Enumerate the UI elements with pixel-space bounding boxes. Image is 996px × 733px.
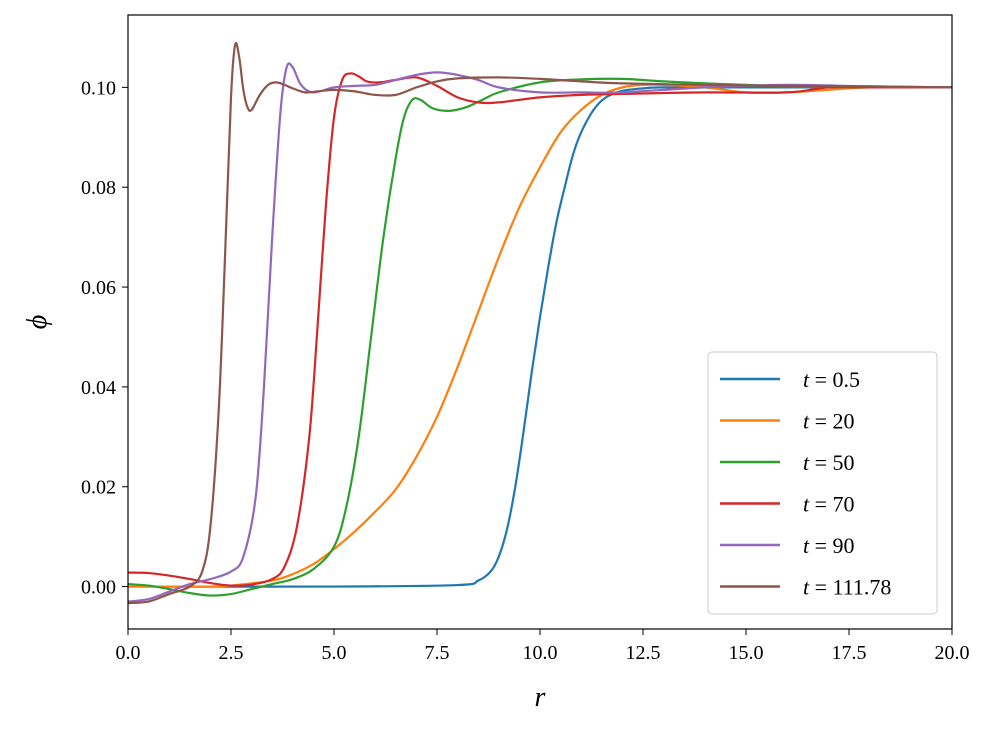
series-line-3 <box>128 72 952 587</box>
y-tick-label: 0.04 <box>81 377 116 399</box>
series-layer <box>128 41 952 605</box>
x-tick-label: 0.0 <box>116 642 141 664</box>
y-tick-label: 0.02 <box>81 477 116 499</box>
y-axis-label: ϕ <box>22 315 53 330</box>
legend-label-1: t = 20 <box>803 409 855 434</box>
series-line-5 <box>128 41 952 605</box>
y-tick-label: 0.08 <box>81 177 116 199</box>
legend-label-4: t = 90 <box>803 533 855 558</box>
legend-label-3: t = 70 <box>803 492 855 517</box>
x-tick-label: 12.5 <box>626 642 661 664</box>
x-tick-label: 2.5 <box>219 642 244 664</box>
series-line-2 <box>128 77 952 597</box>
x-tick-label: 17.5 <box>832 642 867 664</box>
y-axis-ticks: 0.00 0.02 0.04 0.06 0.08 0.10 <box>81 77 128 599</box>
legend-label-2: t = 50 <box>803 450 855 475</box>
legend-label-5: t = 111.78 <box>803 575 891 600</box>
x-axis-ticks: 0.0 2.5 5.0 7.5 10.0 12.5 15.0 17.5 20.0 <box>116 629 970 664</box>
x-axis-label: r <box>535 682 546 713</box>
series-line-4 <box>128 62 952 603</box>
y-tick-label: 0.00 <box>81 577 116 599</box>
x-tick-label: 20.0 <box>935 642 970 664</box>
series-line-1 <box>128 83 952 588</box>
legend: t = 0.5 t = 20 t = 50 t = 70 t = 90 t = 111.7… <box>707 351 938 615</box>
x-tick-label: 15.0 <box>729 642 764 664</box>
legend-frame <box>707 351 938 615</box>
x-tick-label: 10.0 <box>523 642 558 664</box>
x-tick-label: 7.5 <box>425 642 450 664</box>
series-line-0 <box>128 86 952 588</box>
legend-label-0: t = 0.5 <box>803 367 860 392</box>
x-tick-label: 5.0 <box>322 642 347 664</box>
y-tick-label: 0.06 <box>81 277 116 299</box>
y-tick-label: 0.10 <box>81 77 116 99</box>
